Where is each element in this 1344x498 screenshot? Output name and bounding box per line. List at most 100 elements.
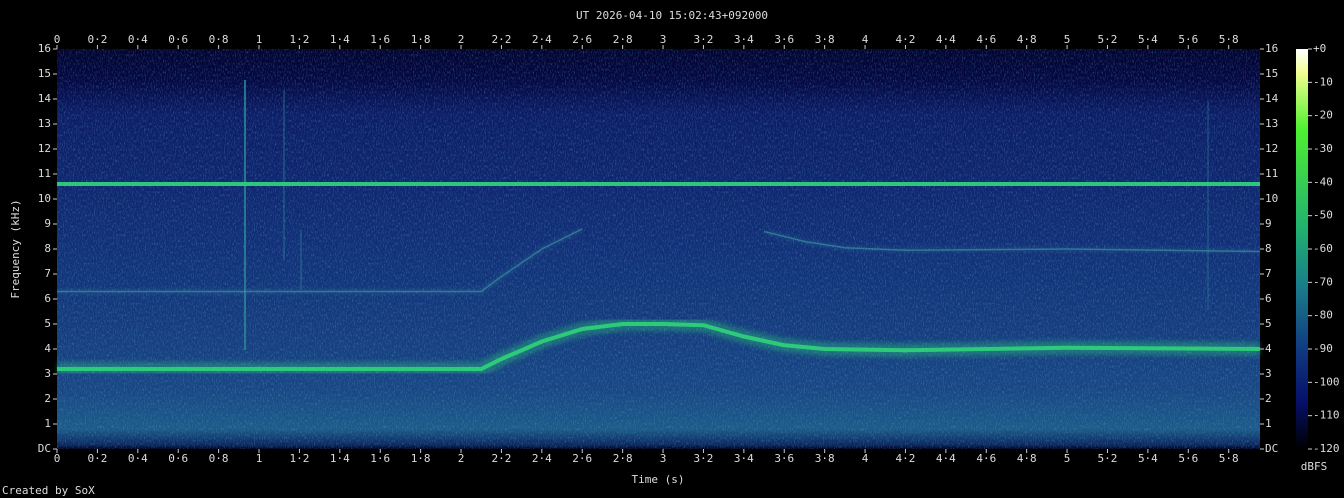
chart-title: UT 2026-04-10 15:02:43+092000 (576, 9, 768, 22)
x-tick-label: 5·4 (1138, 452, 1158, 465)
x-tick-label: 0·8 (209, 452, 229, 465)
x-tick-label: 3·8 (815, 33, 835, 46)
x-tick-label: 4·2 (896, 452, 916, 465)
y-tick-label: 5 (1265, 317, 1272, 330)
y-tick-label: 8 (44, 242, 51, 255)
x-tick-label: 5·6 (1178, 452, 1198, 465)
x-tick-label: 5·4 (1138, 33, 1158, 46)
colorbar-tick-label: -50 (1313, 209, 1333, 222)
x-tick-label: 1·8 (411, 452, 431, 465)
x-tick-label: 3 (660, 33, 667, 46)
x-tick-label: 5·8 (1219, 33, 1239, 46)
y-tick-label: 1 (1265, 417, 1272, 430)
y-tick-label: DC (38, 442, 51, 455)
x-tick-label: 2 (458, 33, 465, 46)
colorbar-tick-label: -80 (1313, 309, 1333, 322)
y-tick-label: 10 (1265, 192, 1278, 205)
x-tick-label: 2·4 (532, 33, 552, 46)
x-tick-label: 1·6 (370, 452, 390, 465)
colorbar-tick-label: -120 (1313, 442, 1340, 455)
x-tick-label: 1·6 (370, 33, 390, 46)
footer: Created by SoX (2, 484, 95, 497)
x-tick-label: 2·8 (613, 33, 633, 46)
x-tick-label: 3 (660, 452, 667, 465)
x-tick-label: 0·6 (168, 452, 188, 465)
x-tick-label: 4 (862, 452, 869, 465)
y-tick-label: 14 (1265, 92, 1279, 105)
y-tick-label: 15 (38, 67, 51, 80)
x-tick-label: 4·8 (1017, 33, 1037, 46)
x-tick-label: 2·6 (572, 33, 592, 46)
transients (244, 80, 1209, 350)
x-tick-label: 3·8 (815, 452, 835, 465)
x-tick-label: 0·2 (87, 33, 107, 46)
x-tick-label: 3·2 (694, 452, 714, 465)
y-tick-label: 6 (1265, 292, 1272, 305)
x-tick-label: 1·4 (330, 452, 350, 465)
colorbar-tick-label: -20 (1313, 109, 1333, 122)
y-tick-label: 12 (38, 142, 51, 155)
y-tick-label: 8 (1265, 242, 1272, 255)
y-tick-label: 5 (44, 317, 51, 330)
x-tick-label: 3·2 (694, 33, 714, 46)
x-tick-label: 5·2 (1098, 33, 1118, 46)
x-tick-label: 5 (1064, 33, 1071, 46)
y-tick-label: 7 (1265, 267, 1272, 280)
y-tick-label: 11 (1265, 167, 1278, 180)
y-tick-label: 2 (44, 392, 51, 405)
x-tick-label: 3·4 (734, 452, 754, 465)
x-tick-label: 0 (54, 33, 61, 46)
y-tick-label: 12 (1265, 142, 1278, 155)
trace (57, 322, 1261, 371)
x-tick-label: 0·8 (209, 33, 229, 46)
x-tick-label: 4 (862, 33, 869, 46)
y-axis-label: Frequency (kHz) (9, 199, 22, 298)
x-tick-label: 1·2 (289, 33, 309, 46)
x-tick-label: 4·6 (976, 452, 996, 465)
colorbar-tick-label: -110 (1313, 409, 1340, 422)
x-tick-label: 3·6 (774, 33, 794, 46)
y-tick-label: 9 (44, 217, 51, 230)
colorbar-tick-label: -40 (1313, 175, 1333, 188)
x-tick-label: 1·2 (289, 452, 309, 465)
x-tick-label: 0·4 (128, 452, 148, 465)
colorbar-tick-label: -100 (1313, 375, 1340, 388)
x-tick-label: 3·6 (774, 452, 794, 465)
x-tick-label: 1·4 (330, 33, 350, 46)
colorbar-tick-label: -90 (1313, 342, 1333, 355)
x-tick-label: 0 (54, 452, 61, 465)
x-tick-label: 1·8 (411, 33, 431, 46)
x-tick-label: 4·8 (1017, 452, 1037, 465)
x-tick-label: 4·4 (936, 33, 956, 46)
trace (763, 230, 1261, 253)
colorbar-tick-label: -70 (1313, 275, 1333, 288)
y-tick-label: 16 (38, 42, 51, 55)
x-tick-label: 5·6 (1178, 33, 1198, 46)
x-tick-label: 4·4 (936, 452, 956, 465)
x-tick-label: 2 (458, 452, 465, 465)
x-tick-label: 3·4 (734, 33, 754, 46)
y-tick-label: DC (1265, 442, 1278, 455)
x-tick-label: 2·6 (572, 452, 592, 465)
colorbar-tick-label: -30 (1313, 142, 1333, 155)
y-tick-label: 6 (44, 292, 51, 305)
y-tick-label: 11 (38, 167, 51, 180)
y-tick-label: 2 (1265, 392, 1272, 405)
y-tick-label: 15 (1265, 67, 1278, 80)
y-tick-label: 13 (1265, 117, 1278, 130)
x-tick-label: 4·6 (976, 33, 996, 46)
colorbar-tick-label: +0 (1313, 42, 1326, 55)
x-tick-label: 5·2 (1098, 452, 1118, 465)
x-tick-label: 0·2 (87, 452, 107, 465)
x-tick-label: 2·2 (491, 452, 511, 465)
y-tick-label: 4 (1265, 342, 1272, 355)
colorbar-tick-label: -10 (1313, 75, 1333, 88)
x-tick-label: 5 (1064, 452, 1071, 465)
colorbar-tick-label: -60 (1313, 242, 1333, 255)
x-tick-label: 0·6 (168, 33, 188, 46)
y-tick-label: 16 (1265, 42, 1278, 55)
x-axis-label: Time (s) (632, 473, 685, 486)
x-tick-label: 5·8 (1219, 452, 1239, 465)
